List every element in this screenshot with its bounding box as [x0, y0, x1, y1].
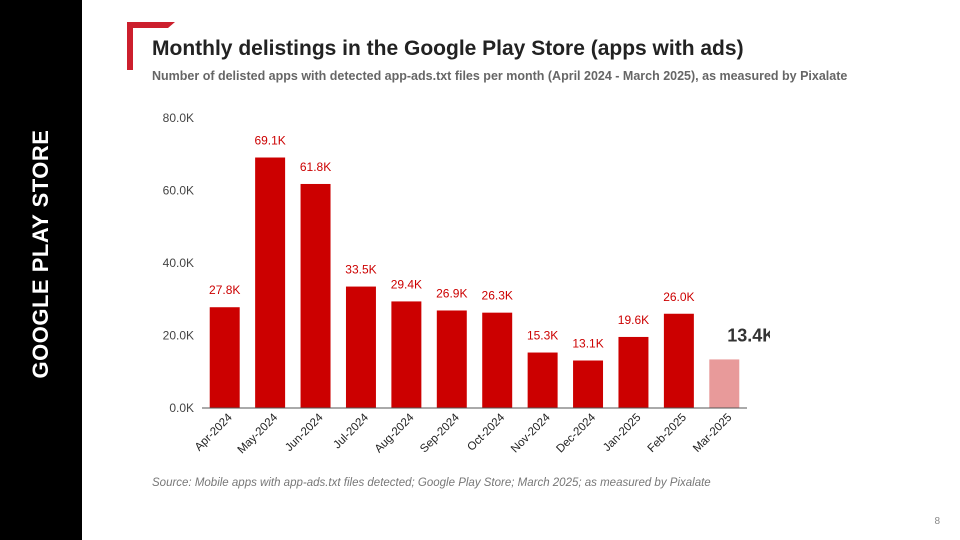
sidebar: GOOGLE PLAY STORE — [0, 0, 82, 540]
page-subtitle: Number of delisted apps with detected ap… — [152, 69, 848, 83]
x-tick-label: Mar-2025 — [691, 412, 734, 455]
data-label: 33.5K — [345, 263, 376, 277]
y-tick-label: 60.0K — [163, 184, 194, 198]
x-tick-label: Feb-2025 — [646, 412, 689, 455]
x-tick-label: Oct-2024 — [465, 411, 507, 453]
bar — [709, 359, 740, 408]
data-label: 19.6K — [618, 313, 649, 327]
bar — [436, 310, 467, 408]
bar — [300, 183, 331, 408]
bar — [618, 336, 649, 408]
x-tick-label: Aug-2024 — [373, 411, 417, 455]
page-number: 8 — [934, 516, 940, 527]
data-label: 15.3K — [527, 329, 558, 343]
data-label: 29.4K — [391, 277, 422, 291]
data-label: 26.3K — [482, 289, 513, 303]
y-tick-label: 20.0K — [163, 329, 194, 343]
data-label: 26.9K — [436, 286, 467, 300]
x-tick-label: Jan-2025 — [601, 412, 643, 454]
data-label: 61.8K — [300, 160, 331, 174]
y-tick-label: 0.0K — [169, 401, 194, 415]
data-label: 13.4K — [727, 325, 770, 345]
x-tick-label: Jul-2024 — [331, 411, 371, 451]
bar-chart: 0.0K 20.0K 40.0K 60.0K 80.0K 27.8K Apr-2024 69.… — [163, 111, 770, 456]
page-title: Monthly delistings in the Google Play St… — [152, 37, 744, 60]
x-tick-label: Sep-2024 — [418, 411, 462, 455]
source-note: Source: Mobile apps with app-ads.txt fil… — [152, 477, 711, 489]
x-tick-label: Dec-2024 — [554, 411, 598, 455]
bar — [482, 312, 513, 408]
x-tick-label: Jun-2024 — [283, 411, 326, 454]
bar — [573, 360, 604, 408]
x-tick-label: May-2024 — [236, 411, 281, 456]
data-label: 27.8K — [209, 283, 240, 297]
data-label: 26.0K — [663, 290, 694, 304]
x-tick-label: Apr-2024 — [193, 411, 235, 453]
bar — [209, 307, 240, 408]
bar — [345, 286, 376, 408]
bar — [391, 301, 422, 408]
data-label: 69.1K — [254, 134, 285, 148]
x-tick-label: Nov-2024 — [509, 411, 553, 455]
corner-bracket-icon — [127, 22, 175, 70]
data-label: 13.1K — [572, 337, 603, 351]
bar — [663, 313, 694, 408]
y-tick-label: 40.0K — [163, 256, 194, 270]
bar — [527, 352, 558, 408]
bar — [255, 157, 286, 408]
y-tick-label: 80.0K — [163, 111, 194, 125]
sidebar-label: GOOGLE PLAY STORE — [28, 129, 53, 379]
